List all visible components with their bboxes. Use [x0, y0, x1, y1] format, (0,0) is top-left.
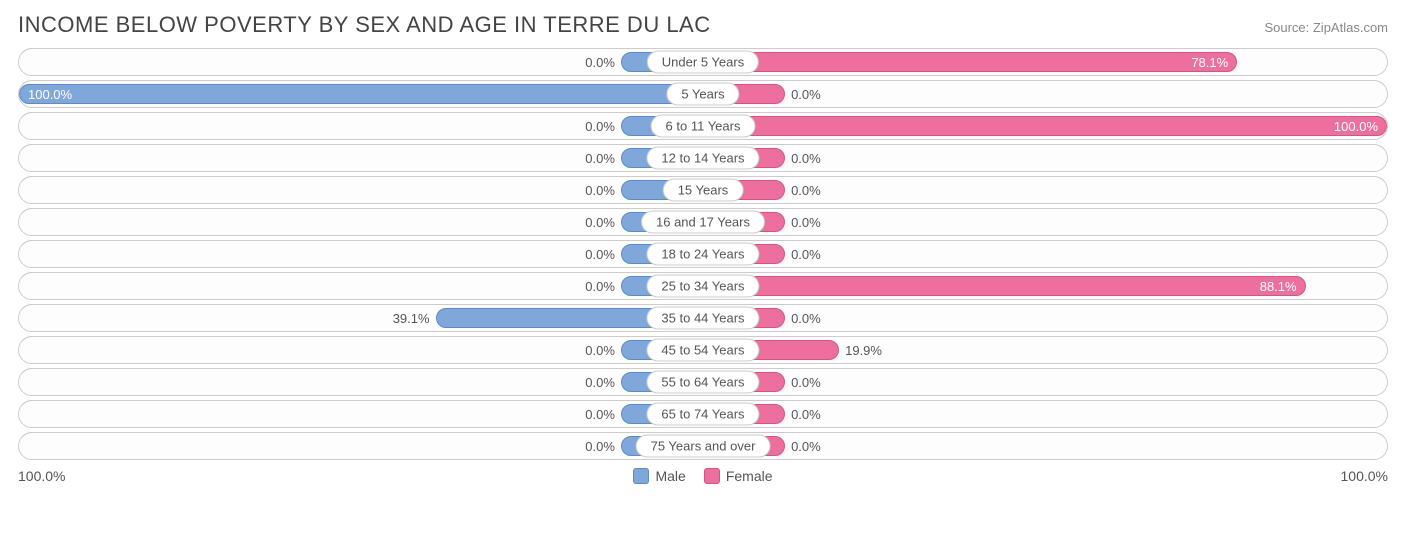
female-half: 100.0% — [703, 113, 1387, 139]
legend-item-female: Female — [704, 468, 773, 484]
female-half: 78.1% — [703, 49, 1387, 75]
bar-row: 0.0% 19.9% 45 to 54 Years — [18, 336, 1388, 364]
legend-swatch-female — [704, 468, 720, 484]
age-label: Under 5 Years — [647, 51, 759, 74]
male-half: 0.0% — [19, 433, 703, 459]
age-label: 6 to 11 Years — [651, 115, 756, 138]
chart-title: INCOME BELOW POVERTY BY SEX AND AGE IN T… — [18, 12, 711, 38]
male-value-label: 0.0% — [579, 343, 621, 358]
female-half: 19.9% — [703, 337, 1387, 363]
male-value-label: 0.0% — [579, 375, 621, 390]
female-value-label: 0.0% — [785, 247, 827, 262]
male-value-label: 0.0% — [579, 279, 621, 294]
male-value-label: 0.0% — [579, 247, 621, 262]
male-half: 0.0% — [19, 273, 703, 299]
female-half: 0.0% — [703, 177, 1387, 203]
legend-label-male: Male — [655, 468, 685, 484]
male-half: 0.0% — [19, 401, 703, 427]
female-value-label: 0.0% — [785, 183, 827, 198]
rows-area: 0.0% 78.1%Under 5 Years 100.0% 0.0% 5 Years 0… — [18, 48, 1388, 460]
age-label: 12 to 14 Years — [646, 147, 759, 170]
male-half: 0.0% — [19, 369, 703, 395]
age-label: 75 Years and over — [636, 435, 771, 458]
female-half: 0.0% — [703, 433, 1387, 459]
footer: 100.0% Male Female 100.0% — [18, 468, 1388, 484]
age-label: 65 to 74 Years — [646, 403, 759, 426]
axis-left-label: 100.0% — [18, 468, 65, 484]
bar-row: 0.0% 0.0% 12 to 14 Years — [18, 144, 1388, 172]
female-bar: 78.1% — [703, 52, 1237, 72]
female-value-label: 0.0% — [785, 87, 827, 102]
female-half: 0.0% — [703, 145, 1387, 171]
male-value-label: 39.1% — [387, 311, 436, 326]
bar-row: 0.0% 0.0% 75 Years and over — [18, 432, 1388, 460]
female-half: 0.0% — [703, 369, 1387, 395]
female-value-label: 0.0% — [785, 215, 827, 230]
male-half: 0.0% — [19, 113, 703, 139]
female-half: 0.0% — [703, 209, 1387, 235]
bar-row: 0.0% 78.1%Under 5 Years — [18, 48, 1388, 76]
bar-row: 0.0% 0.0% 65 to 74 Years — [18, 400, 1388, 428]
bar-row: 0.0% 88.1%25 to 34 Years — [18, 272, 1388, 300]
female-half: 0.0% — [703, 241, 1387, 267]
male-half: 0.0% — [19, 209, 703, 235]
male-half: 0.0% — [19, 177, 703, 203]
female-value-label: 0.0% — [785, 375, 827, 390]
source-attribution: Source: ZipAtlas.com — [1264, 20, 1388, 35]
female-half: 88.1% — [703, 273, 1387, 299]
male-value-label: 0.0% — [579, 439, 621, 454]
bar-row: 0.0% 0.0% 15 Years — [18, 176, 1388, 204]
axis-right-label: 100.0% — [1341, 468, 1388, 484]
legend-swatch-male — [633, 468, 649, 484]
male-half: 0.0% — [19, 337, 703, 363]
female-half: 0.0% — [703, 81, 1387, 107]
female-value-label: 0.0% — [785, 407, 827, 422]
male-half: 0.0% — [19, 145, 703, 171]
age-label: 15 Years — [663, 179, 744, 202]
female-half: 0.0% — [703, 401, 1387, 427]
age-label: 45 to 54 Years — [646, 339, 759, 362]
legend: Male Female — [633, 468, 772, 484]
male-half: 100.0% — [19, 81, 703, 107]
age-label: 55 to 64 Years — [646, 371, 759, 394]
male-value-label: 0.0% — [579, 55, 621, 70]
male-half: 39.1% — [19, 305, 703, 331]
male-value-label: 0.0% — [579, 119, 621, 134]
bar-row: 0.0% 0.0% 55 to 64 Years — [18, 368, 1388, 396]
bar-row: 0.0% 0.0% 18 to 24 Years — [18, 240, 1388, 268]
bar-row: 0.0% 0.0% 16 and 17 Years — [18, 208, 1388, 236]
female-value-label: 19.9% — [839, 343, 888, 358]
bar-row: 39.1% 0.0% 35 to 44 Years — [18, 304, 1388, 332]
female-value-label: 0.0% — [785, 151, 827, 166]
age-label: 16 and 17 Years — [641, 211, 765, 234]
age-label: 35 to 44 Years — [646, 307, 759, 330]
female-bar: 88.1% — [703, 276, 1306, 296]
female-value-label: 0.0% — [785, 439, 827, 454]
header: INCOME BELOW POVERTY BY SEX AND AGE IN T… — [18, 12, 1388, 38]
legend-item-male: Male — [633, 468, 685, 484]
age-label: 5 Years — [666, 83, 739, 106]
diverging-bar-chart: INCOME BELOW POVERTY BY SEX AND AGE IN T… — [0, 0, 1406, 558]
female-half: 0.0% — [703, 305, 1387, 331]
female-value-label: 0.0% — [785, 311, 827, 326]
legend-label-female: Female — [726, 468, 773, 484]
male-value-label: 0.0% — [579, 407, 621, 422]
male-half: 0.0% — [19, 241, 703, 267]
bar-row: 0.0% 100.0%6 to 11 Years — [18, 112, 1388, 140]
age-label: 18 to 24 Years — [646, 243, 759, 266]
female-bar: 100.0% — [703, 116, 1387, 136]
bar-row: 100.0% 0.0% 5 Years — [18, 80, 1388, 108]
male-half: 0.0% — [19, 49, 703, 75]
male-value-label: 0.0% — [579, 151, 621, 166]
male-value-label: 0.0% — [579, 183, 621, 198]
male-value-label: 0.0% — [579, 215, 621, 230]
age-label: 25 to 34 Years — [646, 275, 759, 298]
male-bar: 100.0% — [19, 84, 703, 104]
